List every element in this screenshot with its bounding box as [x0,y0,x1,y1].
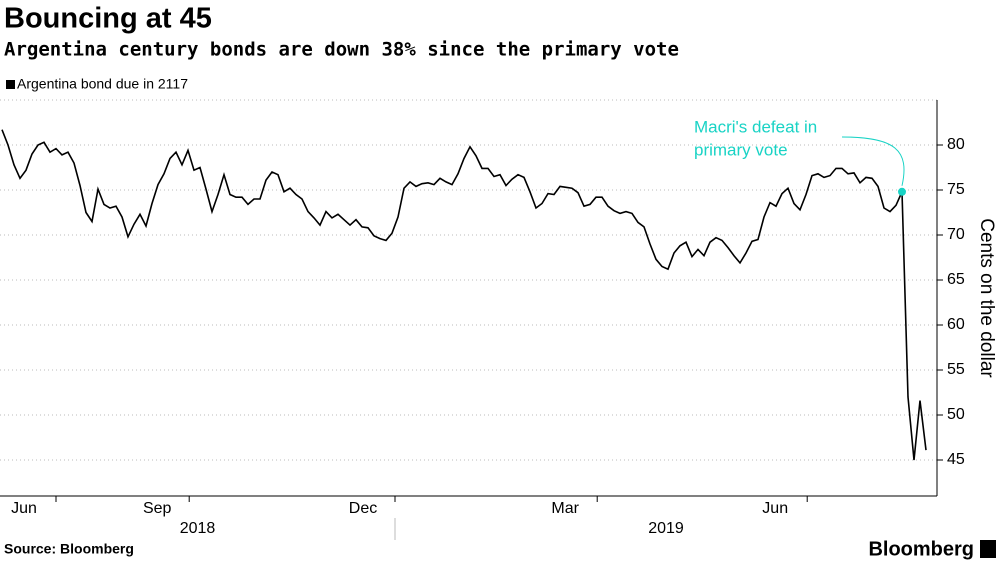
year-label: 2018 [180,520,216,537]
annotation-text: Macri's defeat in [694,117,817,136]
annotation-leader [841,136,905,186]
y-tick-label: 55 [947,361,965,378]
line-series [1,129,927,461]
y-tick-label: 65 [947,271,965,288]
x-tick-label: Sep [143,500,172,517]
x-tick-label: Jun [762,500,788,517]
chart-subtitle: Argentina century bonds are down 38% sin… [4,39,679,61]
y-tick-label: 50 [947,406,965,423]
year-label: 2019 [648,520,684,537]
legend-label: Argentina bond due in 2117 [17,76,188,92]
y-tick-label: 70 [947,226,965,243]
brand: Bloomberg [868,538,974,560]
y-tick-label: 75 [947,181,965,198]
annotation-text: primary vote [694,140,788,159]
x-tick-label: Dec [349,500,377,517]
y-axis-label: Cents on the dollar [976,218,997,378]
x-tick-label: Jun [11,500,37,517]
chart-title: Bouncing at 45 [4,3,212,35]
y-tick-label: 80 [947,136,965,153]
brand-icon [980,540,996,558]
source: Source: Bloomberg [4,541,134,557]
x-tick-label: Mar [551,500,579,517]
legend-swatch [6,80,15,89]
y-tick-label: 45 [947,451,965,468]
y-tick-label: 60 [947,316,965,333]
annotation-dot [898,187,906,196]
